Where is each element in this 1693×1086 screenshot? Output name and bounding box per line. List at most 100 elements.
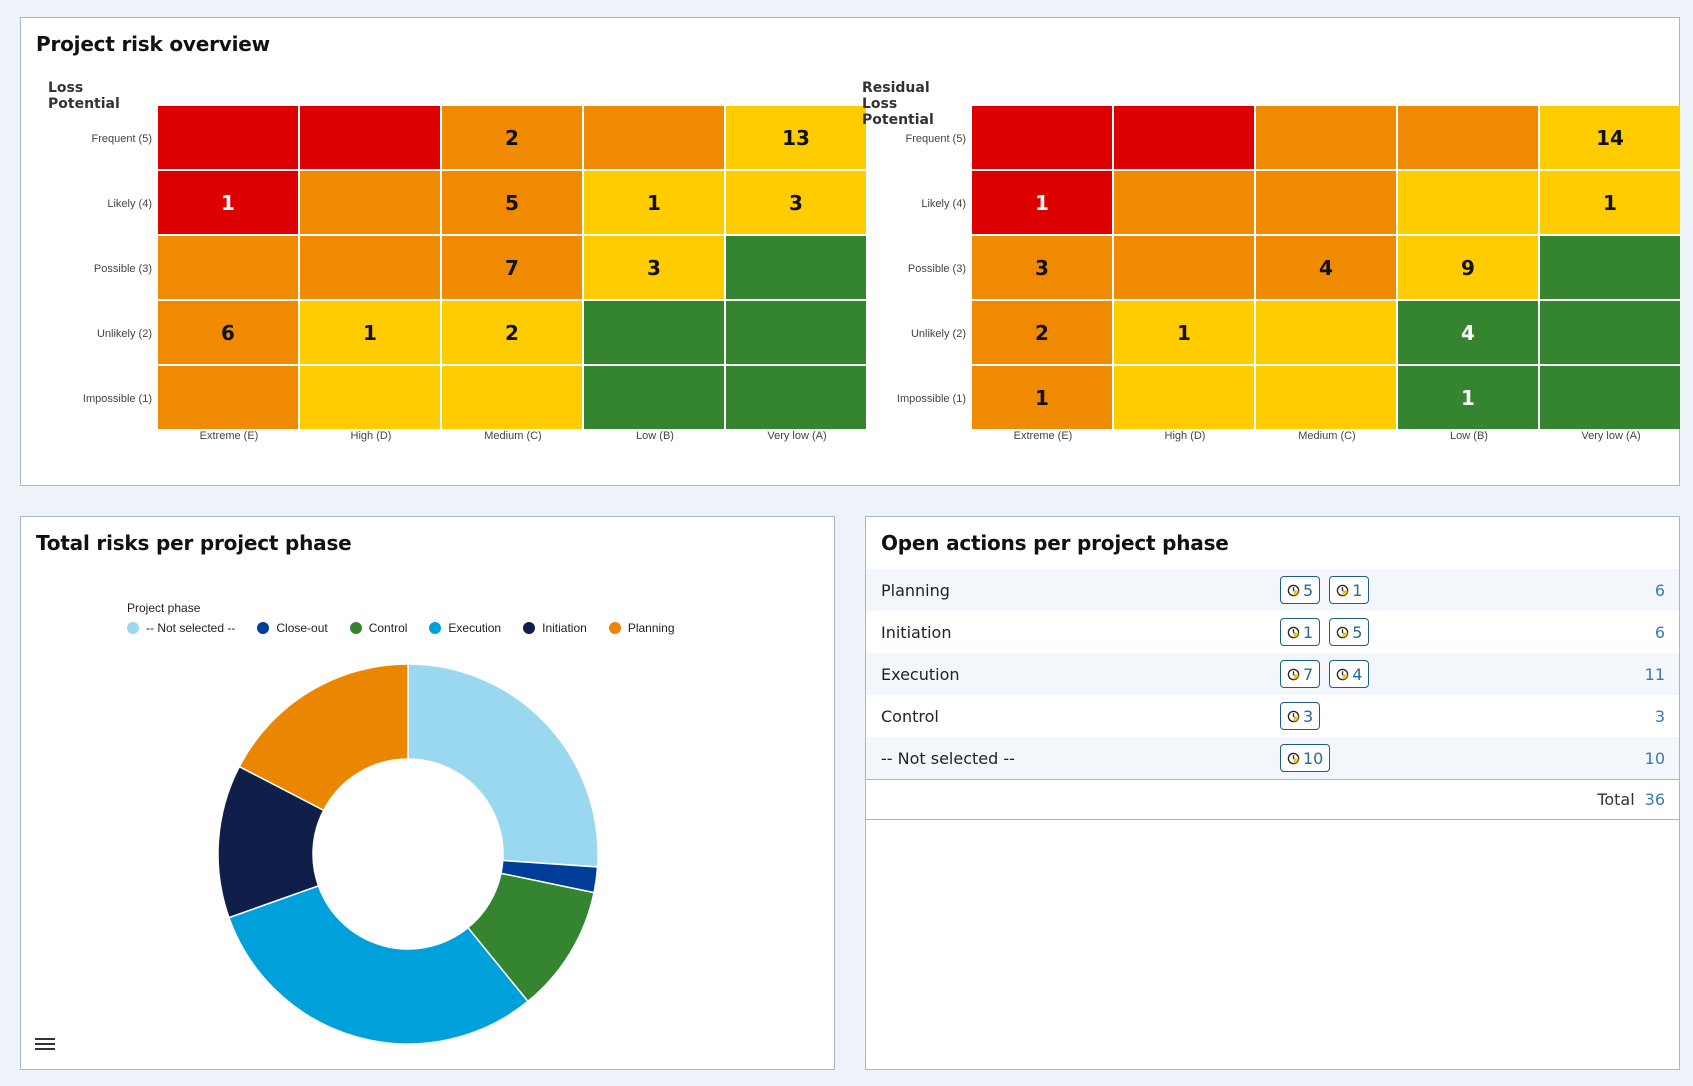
- action-badge[interactable]: 1: [1280, 618, 1321, 646]
- action-badge[interactable]: 5: [1280, 576, 1321, 604]
- risk-cell[interactable]: [1540, 301, 1680, 364]
- table-row[interactable]: Planning 5 1 6: [866, 569, 1679, 611]
- x-label: Low (B): [1450, 430, 1488, 442]
- risk-cell[interactable]: 6: [158, 301, 298, 364]
- risk-cell[interactable]: [1114, 106, 1254, 169]
- action-badge[interactable]: 7: [1280, 660, 1321, 688]
- risk-cell[interactable]: 3: [584, 236, 724, 299]
- risk-cell[interactable]: 13: [726, 106, 866, 169]
- risk-cell[interactable]: 1: [158, 171, 298, 234]
- y-label: Frequent (5): [91, 132, 152, 145]
- legend-item[interactable]: Planning: [608, 621, 675, 635]
- risk-cell[interactable]: [1398, 171, 1538, 234]
- risk-cell[interactable]: 3: [972, 236, 1112, 299]
- x-axis-labels: Extreme (E) High (D) Medium (C) Low (B) Very…: [972, 430, 1682, 442]
- risk-cell[interactable]: 1: [584, 171, 724, 234]
- risk-cell[interactable]: [300, 366, 440, 429]
- donut-slice[interactable]: [238, 663, 409, 812]
- risk-cell[interactable]: [1256, 366, 1396, 429]
- badge-count: 1: [1303, 622, 1314, 642]
- legend-item[interactable]: Execution: [429, 621, 501, 635]
- action-badge[interactable]: 4: [1329, 660, 1370, 688]
- action-badge[interactable]: 3: [1280, 702, 1321, 730]
- risk-cell[interactable]: 1: [300, 301, 440, 364]
- risk-cell[interactable]: [442, 366, 582, 429]
- legend-label: Control: [368, 621, 408, 635]
- y-label: Possible (3): [93, 262, 152, 275]
- action-badge[interactable]: 10: [1280, 744, 1331, 772]
- risk-cell[interactable]: [726, 301, 866, 364]
- row-count[interactable]: 11: [1644, 664, 1665, 684]
- risk-cell[interactable]: [1114, 171, 1254, 234]
- clock-icon: [1287, 584, 1303, 597]
- legend-label: Planning: [627, 621, 675, 635]
- donut-slice[interactable]: [228, 884, 529, 1045]
- risk-cell[interactable]: 7: [442, 236, 582, 299]
- table-row[interactable]: -- Not selected -- 10 10: [866, 737, 1679, 779]
- risk-cell[interactable]: 9: [1398, 236, 1538, 299]
- risk-cell[interactable]: [584, 366, 724, 429]
- risk-cell[interactable]: 14: [1540, 106, 1680, 169]
- risk-cell[interactable]: 1: [1114, 301, 1254, 364]
- risk-cell[interactable]: 5: [442, 171, 582, 234]
- risk-cell[interactable]: 2: [442, 301, 582, 364]
- legend-item[interactable]: Close-out: [257, 621, 328, 635]
- table-row[interactable]: Initiation 1 5 6: [866, 611, 1679, 653]
- risk-cell[interactable]: 1: [972, 366, 1112, 429]
- risk-cell[interactable]: 1: [1540, 171, 1680, 234]
- risk-cell[interactable]: 1: [972, 171, 1112, 234]
- risk-cell[interactable]: [726, 366, 866, 429]
- legend-item[interactable]: -- Not selected --: [127, 621, 235, 635]
- legend-dot-icon: [523, 622, 536, 634]
- risk-cell[interactable]: [1540, 366, 1680, 429]
- panel-title: Open actions per project phase: [881, 531, 1229, 555]
- risk-cell[interactable]: 3: [726, 171, 866, 234]
- risk-cell[interactable]: [300, 171, 440, 234]
- risk-cell[interactable]: 4: [1398, 301, 1538, 364]
- legend-dot-icon: [429, 622, 442, 634]
- risk-cell[interactable]: [158, 366, 298, 429]
- risk-cell[interactable]: [1398, 106, 1538, 169]
- risk-cell[interactable]: [726, 236, 866, 299]
- risk-cell[interactable]: [1256, 171, 1396, 234]
- chart-menu-icon[interactable]: [35, 1035, 55, 1051]
- risk-cell[interactable]: [584, 106, 724, 169]
- risk-cell[interactable]: [1540, 236, 1680, 299]
- risk-cell[interactable]: 2: [972, 301, 1112, 364]
- action-badges: 10: [1280, 744, 1331, 772]
- legend-item[interactable]: Control: [349, 621, 408, 635]
- risk-cell[interactable]: [972, 106, 1112, 169]
- action-badge[interactable]: 5: [1329, 618, 1370, 646]
- donut-slice[interactable]: [407, 663, 599, 868]
- risk-cell[interactable]: [300, 106, 440, 169]
- risk-cell[interactable]: 4: [1256, 236, 1396, 299]
- risk-cell[interactable]: [1114, 236, 1254, 299]
- table-row[interactable]: Execution 7 4 11: [866, 653, 1679, 695]
- x-label: Low (B): [636, 430, 674, 442]
- table-row[interactable]: Control 3 3: [866, 695, 1679, 737]
- row-count[interactable]: 10: [1644, 748, 1665, 768]
- risk-cell[interactable]: 1: [1398, 366, 1538, 429]
- y-axis-labels: Frequent (5) Likely (4) Possible (3) Unlike…: [48, 106, 152, 431]
- row-count[interactable]: 3: [1654, 706, 1665, 726]
- risk-cell[interactable]: [584, 301, 724, 364]
- action-badge[interactable]: 1: [1329, 576, 1370, 604]
- y-label: Possible (3): [907, 262, 966, 275]
- risk-cell[interactable]: 2: [442, 106, 582, 169]
- risk-cell[interactable]: [1256, 301, 1396, 364]
- legend-item[interactable]: Initiation: [523, 621, 587, 635]
- risk-cell[interactable]: [158, 236, 298, 299]
- risk-cell[interactable]: [300, 236, 440, 299]
- risk-cell[interactable]: [1114, 366, 1254, 429]
- total-row: Total 36: [866, 779, 1679, 820]
- risk-cell[interactable]: [1256, 106, 1396, 169]
- phase-label: Initiation: [881, 622, 952, 642]
- row-count[interactable]: 6: [1654, 622, 1665, 642]
- legend-title: Project phase: [127, 601, 201, 615]
- row-count[interactable]: 6: [1654, 580, 1665, 600]
- risk-cell[interactable]: [158, 106, 298, 169]
- total-label: Total: [1597, 790, 1635, 809]
- legend-label: Initiation: [542, 621, 587, 635]
